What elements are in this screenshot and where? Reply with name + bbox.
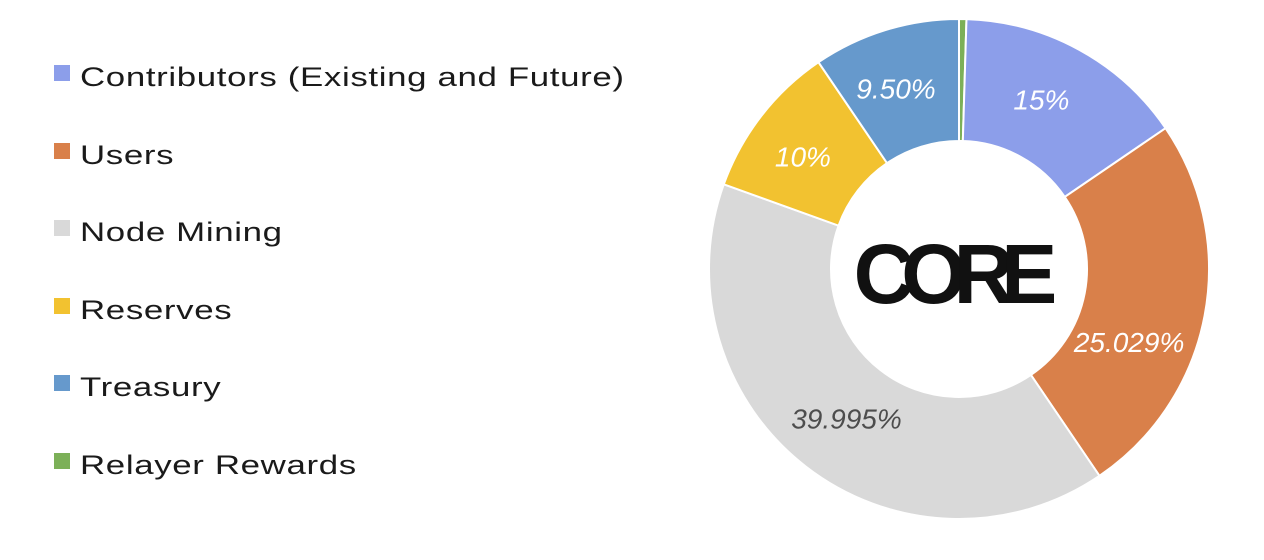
svg-text:10%: 10% <box>775 142 831 173</box>
svg-text:25.029%: 25.029% <box>1073 327 1185 358</box>
svg-text:39.995%: 39.995% <box>791 404 902 435</box>
svg-text:15%: 15% <box>1013 84 1069 115</box>
svg-text:9.50%: 9.50% <box>856 73 935 104</box>
svg-text:CORE: CORE <box>854 227 1055 321</box>
